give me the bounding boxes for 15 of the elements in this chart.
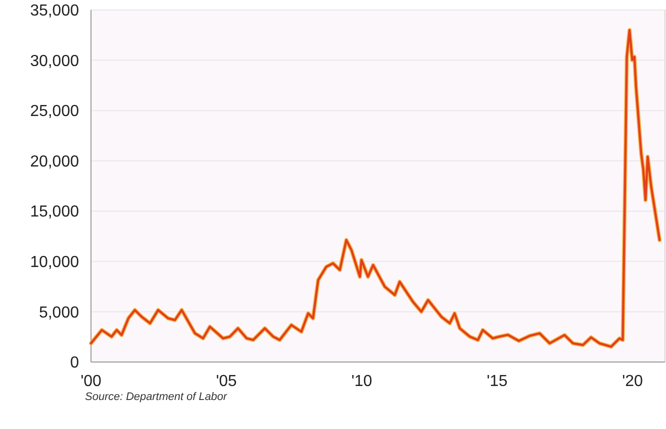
- y-tick-label: 25,000: [30, 103, 80, 120]
- y-tick-label: 5,000: [38, 304, 80, 322]
- x-tick-label: '00: [80, 373, 102, 390]
- y-tick-label: 10,000: [30, 254, 80, 272]
- y-tick-label: 20,000: [30, 153, 80, 170]
- y-tick-label: 35,000: [30, 2, 80, 20]
- x-tick-label: '05: [216, 373, 237, 390]
- y-tick-label: 15,000: [30, 204, 80, 221]
- y-tick-label: 0: [70, 354, 80, 372]
- x-tick-label: '15: [486, 373, 508, 390]
- y-tick-label: 30,000: [30, 52, 80, 70]
- source-note: Source: Department of Labor: [85, 391, 228, 403]
- x-tick-label: '10: [351, 373, 372, 390]
- line-series: [89, 28, 662, 349]
- x-tick-label: '20: [622, 373, 644, 390]
